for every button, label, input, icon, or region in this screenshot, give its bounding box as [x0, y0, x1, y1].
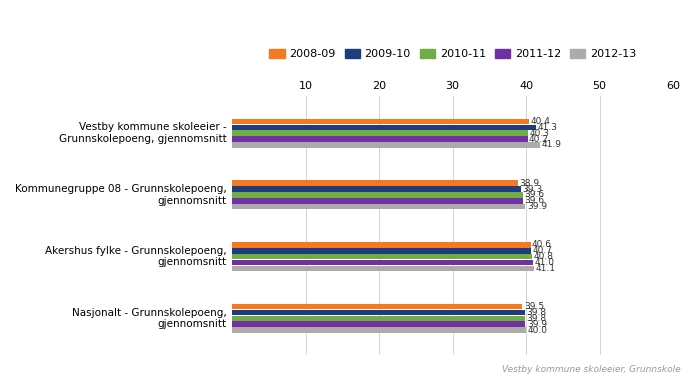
Bar [232, 119, 529, 124]
Text: 38.9: 38.9 [519, 179, 539, 188]
Bar [232, 142, 540, 148]
Text: Vestby kommune skoleeier, Grunnskole: Vestby kommune skoleeier, Grunnskole [502, 365, 681, 374]
Text: 39.3: 39.3 [523, 184, 543, 194]
Text: 41.1: 41.1 [536, 264, 555, 273]
Text: 40.2: 40.2 [529, 135, 549, 144]
Text: 39.9: 39.9 [527, 202, 547, 211]
Legend: 2008-09, 2009-10, 2010-11, 2011-12, 2012-13: 2008-09, 2009-10, 2010-11, 2011-12, 2012… [265, 45, 641, 64]
Text: 40.6: 40.6 [532, 240, 552, 249]
Text: 39.8: 39.8 [526, 308, 546, 317]
Bar [232, 327, 526, 333]
Text: 41.9: 41.9 [541, 141, 562, 149]
Text: 40.4: 40.4 [530, 117, 550, 126]
Text: 41.0: 41.0 [535, 258, 555, 267]
Text: 41.3: 41.3 [537, 123, 557, 132]
Bar [232, 321, 525, 327]
Bar [232, 304, 523, 310]
Text: 39.6: 39.6 [525, 196, 545, 205]
Bar [232, 180, 518, 186]
Text: 40.8: 40.8 [534, 252, 553, 261]
Bar [232, 316, 525, 321]
Bar [232, 136, 528, 142]
Bar [232, 254, 532, 259]
Bar [232, 125, 536, 130]
Bar [232, 310, 525, 315]
Text: 39.6: 39.6 [525, 191, 545, 200]
Bar [232, 204, 525, 209]
Bar [232, 242, 530, 248]
Bar [232, 198, 523, 204]
Bar [232, 192, 523, 198]
Bar [232, 260, 534, 265]
Text: 40.7: 40.7 [532, 246, 553, 255]
Bar [232, 266, 534, 271]
Bar [232, 130, 528, 136]
Bar [232, 248, 531, 254]
Text: 40.3: 40.3 [530, 129, 550, 138]
Text: 39.8: 39.8 [526, 314, 546, 323]
Text: 39.5: 39.5 [524, 302, 544, 311]
Text: 39.9: 39.9 [527, 320, 547, 329]
Text: 40.0: 40.0 [528, 325, 548, 335]
Bar [232, 186, 521, 192]
